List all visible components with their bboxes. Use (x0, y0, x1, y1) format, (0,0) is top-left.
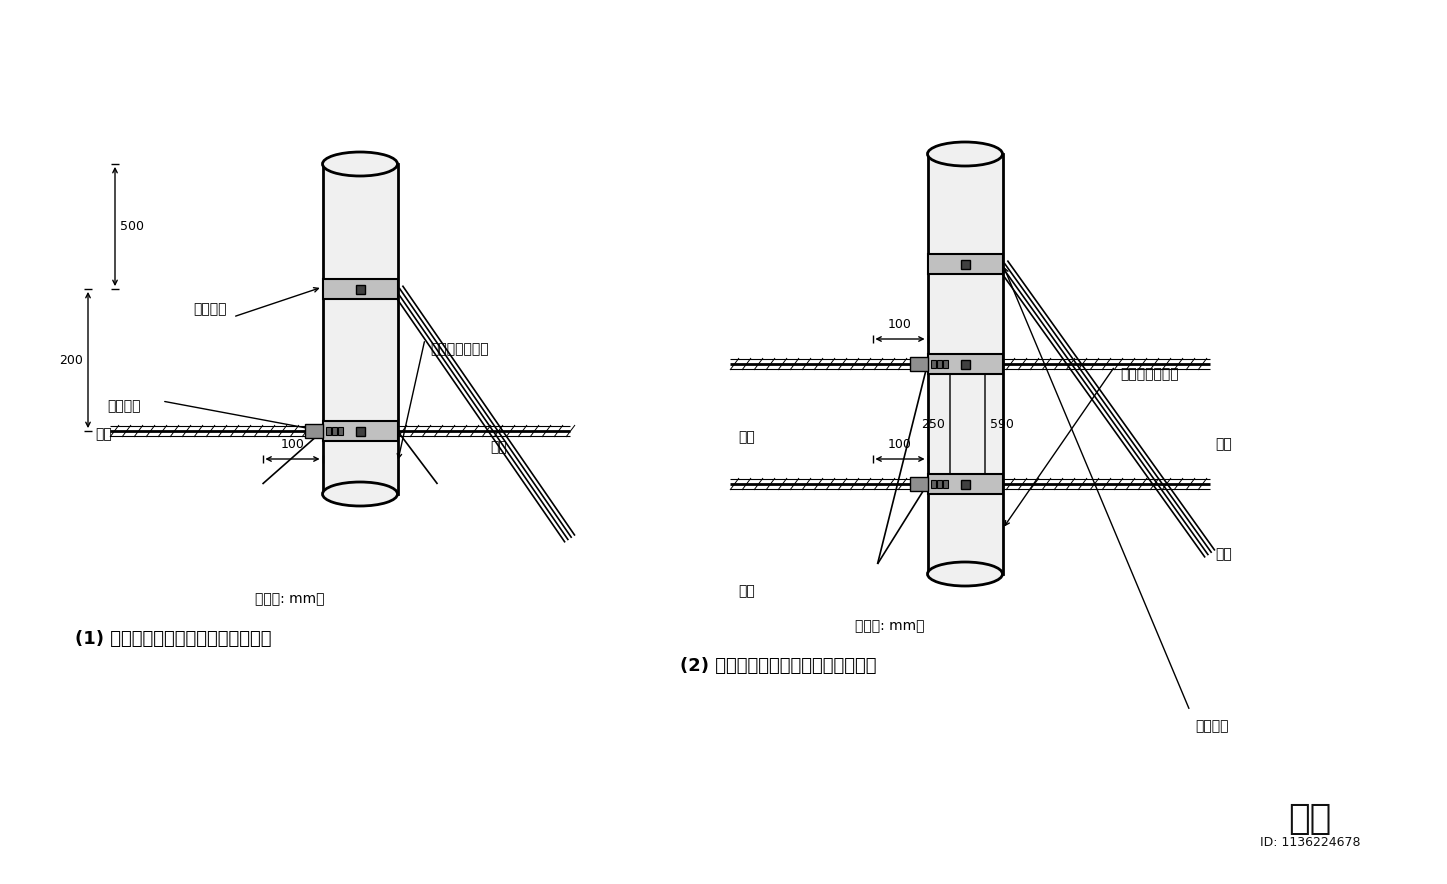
Text: 拉线抱箍: 拉线抱箍 (1195, 719, 1229, 733)
Bar (961, 360, 969, 369)
Bar (356, 426, 365, 436)
Text: （单位: mm）: （单位: mm） (255, 592, 324, 606)
Text: 100: 100 (888, 438, 912, 451)
Bar (910, 477, 928, 491)
Bar (304, 424, 323, 438)
Text: 知末: 知末 (1288, 802, 1331, 836)
Bar (337, 427, 343, 435)
Ellipse shape (323, 152, 398, 176)
Ellipse shape (928, 142, 1003, 166)
Text: 钢筋混凝土电杆: 钢筋混凝土电杆 (1120, 367, 1179, 381)
Text: 角拉: 角拉 (1215, 437, 1231, 451)
Text: (1) 单条拉线（吊线）装设位置示意图: (1) 单条拉线（吊线）装设位置示意图 (75, 630, 272, 648)
Ellipse shape (928, 562, 1003, 586)
Text: (2) 双条拉线（吊线）装设位置示意图: (2) 双条拉线（吊线）装设位置示意图 (680, 657, 877, 675)
Text: （单位: mm）: （单位: mm） (855, 619, 925, 633)
Ellipse shape (323, 482, 398, 506)
Bar (942, 360, 948, 368)
Text: 钢筋混凝土电杆: 钢筋混凝土电杆 (430, 342, 489, 356)
Bar (930, 480, 936, 488)
Bar (928, 154, 1003, 574)
Text: 角拉: 角拉 (491, 440, 506, 454)
Bar (942, 480, 948, 488)
Bar (323, 421, 398, 441)
Text: 100: 100 (888, 318, 912, 331)
Text: ID: 1136224678: ID: 1136224678 (1260, 835, 1360, 849)
Bar (936, 360, 942, 368)
Text: 250: 250 (922, 417, 945, 431)
Text: 100: 100 (281, 438, 304, 451)
Bar (910, 357, 928, 371)
Bar (936, 480, 942, 488)
Text: 角拉: 角拉 (1215, 547, 1231, 561)
Bar (323, 279, 398, 299)
Bar (930, 360, 936, 368)
Bar (928, 474, 1003, 494)
Text: 拉线抱箍: 拉线抱箍 (192, 302, 227, 316)
Text: 吊线: 吊线 (738, 584, 755, 598)
Bar (323, 164, 398, 494)
Text: 590: 590 (990, 417, 1014, 431)
Bar (928, 354, 1003, 374)
Text: 吊线: 吊线 (738, 430, 755, 444)
Bar (928, 254, 1003, 274)
Text: 吊线: 吊线 (96, 427, 111, 441)
Text: 吊线抱箍: 吊线抱箍 (107, 399, 140, 413)
Bar (331, 427, 337, 435)
Text: 500: 500 (120, 220, 145, 233)
Bar (356, 285, 365, 293)
Bar (961, 260, 969, 269)
Bar (326, 427, 330, 435)
Bar (961, 479, 969, 489)
Text: 200: 200 (59, 354, 82, 367)
